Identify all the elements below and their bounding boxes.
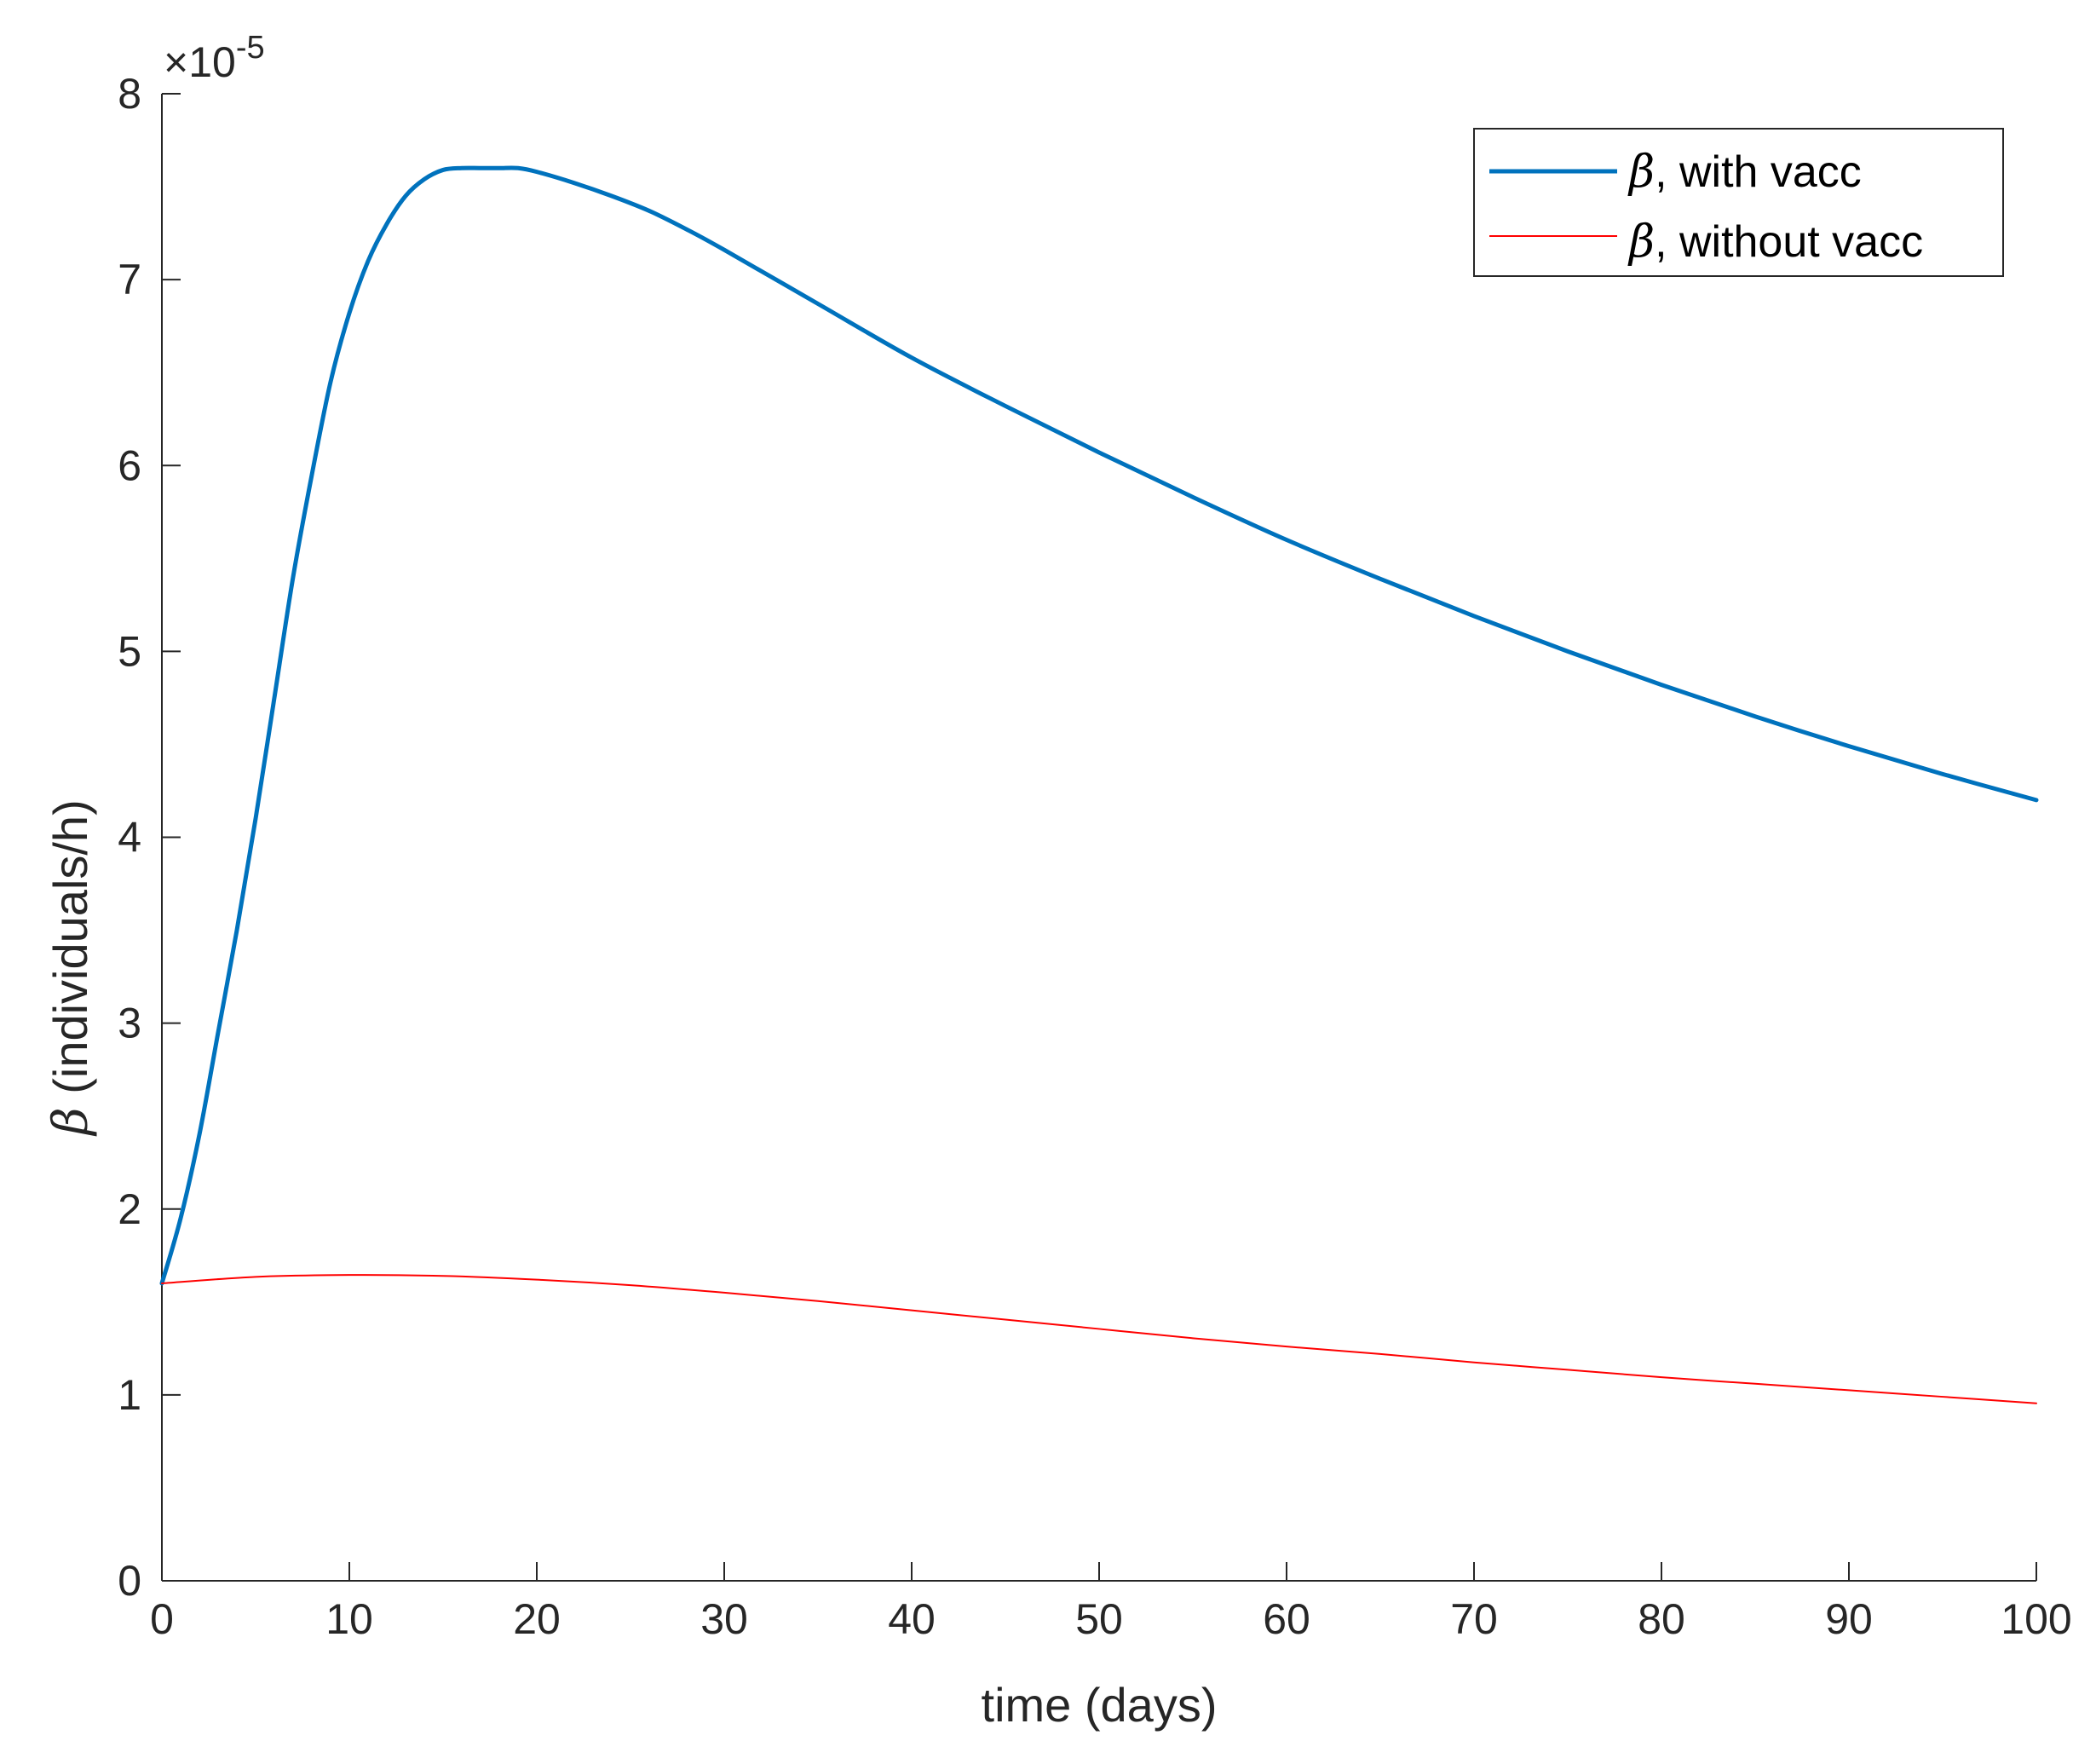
y-tick-label: 1 — [118, 1371, 141, 1419]
x-tick-label: 100 — [2001, 1595, 2071, 1643]
x-tick-label: 30 — [700, 1595, 748, 1643]
y-tick-label: 3 — [118, 1000, 141, 1047]
plot-series — [159, 165, 2039, 1404]
x-tick-label: 20 — [513, 1595, 561, 1643]
y-tick-label: 8 — [118, 70, 141, 118]
y-axis-ticks: 0 1 2 3 4 5 6 7 8 — [118, 70, 181, 1605]
x-axis-label: time (days) — [982, 1678, 1218, 1732]
axes — [161, 94, 2036, 1582]
y-exponent-power: -5 — [236, 30, 265, 66]
legend-label-without-vacc: , without vacc — [1655, 217, 1923, 267]
y-axis-exponent: ×10-5 — [164, 30, 265, 86]
x-tick-label: 80 — [1638, 1595, 1685, 1643]
y-axis-label-symbol: β — [43, 1107, 99, 1136]
legend-symbol-with-vacc: β — [1627, 147, 1655, 198]
y-exponent-prefix: ×10 — [164, 38, 236, 86]
x-tick-label: 60 — [1263, 1595, 1310, 1643]
legend-symbol-without-vacc: β — [1627, 216, 1655, 268]
x-tick-label: 10 — [325, 1595, 373, 1643]
x-tick-label: 40 — [888, 1595, 936, 1643]
series-line-without-vacc — [161, 1274, 2037, 1404]
y-axis-label-text: (individuals/h) — [43, 799, 97, 1107]
legend-entry-without-vacc: β, without vacc — [1627, 216, 1923, 268]
legend-box — [1473, 128, 2004, 277]
x-tick-label: 90 — [1825, 1595, 1873, 1643]
legend-entry-with-vacc: β, with vacc — [1627, 147, 1862, 198]
y-tick-label: 6 — [118, 441, 141, 489]
y-tick-label: 5 — [118, 627, 141, 675]
legend: β, with vacc β, without vacc — [1473, 128, 2004, 277]
y-axis-label: β (individuals/h) — [43, 799, 99, 1136]
y-tick-label: 7 — [118, 256, 141, 303]
x-tick-label: 0 — [150, 1595, 174, 1643]
x-tick-label: 50 — [1075, 1595, 1123, 1643]
x-axis-ticks: 0 10 20 30 40 50 60 70 80 90 100 — [150, 1562, 2072, 1643]
y-tick-label: 2 — [118, 1185, 141, 1233]
y-tick-label: 0 — [118, 1557, 141, 1605]
series-line-with-vacc — [159, 165, 2039, 1286]
legend-label-with-vacc: , with vacc — [1655, 147, 1862, 197]
x-tick-label: 70 — [1450, 1595, 1498, 1643]
y-tick-label: 4 — [118, 814, 141, 862]
